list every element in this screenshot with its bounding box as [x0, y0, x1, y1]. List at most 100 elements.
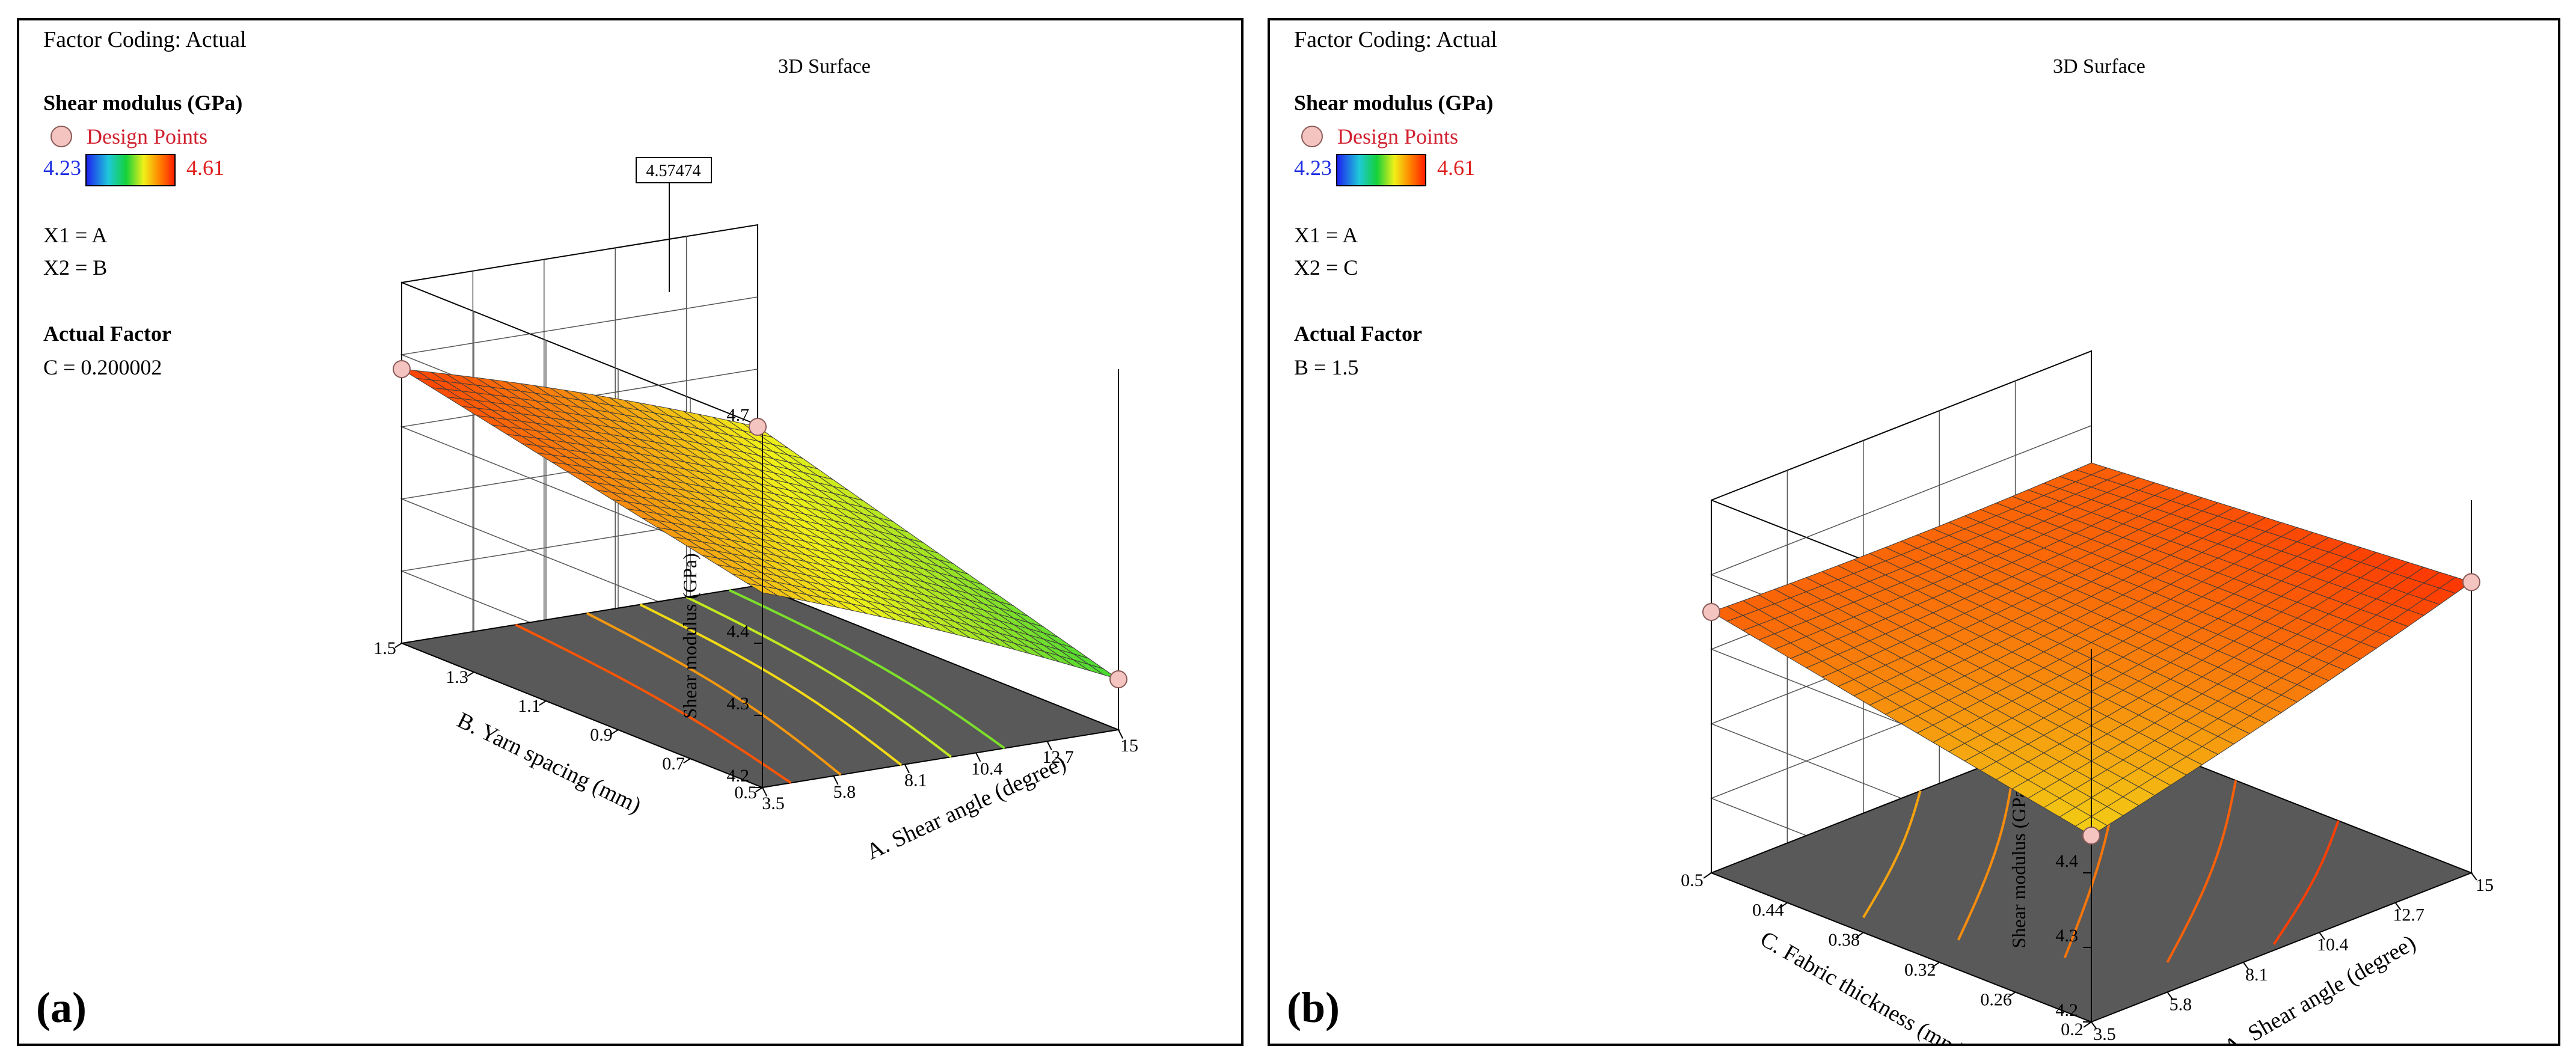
design-point-legend-icon	[1301, 126, 1323, 147]
y-tick	[2007, 991, 2016, 998]
design-point	[749, 418, 767, 436]
plot-area: 3.5 5.8 8.1 10.4 12.7 15 0.5 0.7 0.9 1.1 1.3 1.5 4.2…	[373, 157, 1138, 864]
contour-line	[728, 589, 1005, 750]
design-points-legend: Design Points	[1337, 124, 1459, 148]
x-tick	[2091, 1021, 2097, 1030]
x-tick	[833, 775, 839, 785]
panel-label-b: (b)	[1287, 983, 1340, 1032]
panel-label-a: (a)	[36, 983, 87, 1032]
contour-line	[639, 603, 903, 766]
x-tick-label: 3.5	[2093, 1024, 2116, 1044]
x-tick	[2242, 962, 2249, 970]
color-scale-min: 4.23	[1294, 156, 1332, 180]
x1-assignment: X1 = A	[43, 223, 108, 247]
actual-factor-title: Actual Factor	[43, 322, 171, 346]
actual-factor-value: C = 0.200002	[43, 355, 162, 379]
color-scale-bar	[85, 154, 176, 186]
chart-title: 3D Surface	[778, 55, 871, 78]
x-tick-label: 5.8	[2170, 994, 2192, 1014]
z-tick-label: 4.2	[727, 766, 750, 786]
x-tick	[2167, 991, 2174, 1000]
color-scale-max: 4.61	[1437, 156, 1475, 180]
contour-line	[2272, 820, 2340, 946]
response-title: Shear modulus (GPa)	[43, 91, 243, 115]
design-point-legend-icon	[51, 126, 72, 147]
factor-coding-label: Factor Coding: Actual	[43, 27, 247, 52]
y-tick-label: 1.5	[373, 638, 396, 658]
x-tick-label: 15	[1120, 736, 1138, 756]
x-tick	[904, 764, 910, 774]
y-tick	[683, 758, 691, 764]
x-tick-label: 3.5	[762, 793, 785, 813]
x-tick	[2319, 932, 2325, 940]
y-tick-label: 0.7	[662, 754, 685, 774]
x-tick	[1118, 729, 1124, 739]
z-tick-label: 4.2	[2056, 1000, 2079, 1020]
design-point	[1109, 670, 1127, 688]
y-tick-label: 0.5	[1681, 870, 1704, 890]
x-tick-label: 10.4	[2317, 935, 2349, 955]
x-tick	[762, 787, 768, 797]
annotation-text: 4.57474	[646, 162, 701, 180]
y-tick	[1855, 932, 1864, 938]
contour-line	[586, 612, 842, 776]
y-tick	[394, 643, 402, 649]
design-point	[2462, 573, 2480, 592]
y-tick-label: 0.38	[1829, 930, 1860, 950]
design-point	[1702, 603, 1720, 621]
x-tick-label: 8.1	[904, 771, 927, 790]
contour-line	[685, 596, 952, 758]
x-axis-title: A. Shear angle (degree)	[863, 750, 1070, 865]
y-tick	[2083, 1021, 2092, 1028]
contour-line	[1862, 790, 1922, 919]
y-tick-label: 0.5	[734, 783, 757, 803]
y-tick-label: 0.2	[2061, 1020, 2084, 1039]
surface-plot-a: 3.5 5.8 8.1 10.4 12.7 15 0.5 0.7 0.9 1.1 1.3 1.5 4.2…	[373, 157, 1138, 864]
chart-title: 3D Surface	[2053, 55, 2145, 78]
y-tick	[539, 700, 547, 706]
y-tick	[1779, 902, 1788, 909]
y-tick	[1703, 872, 1712, 879]
y-tick-label: 0.9	[590, 725, 613, 745]
x-tick	[2471, 872, 2477, 881]
x1-assignment: X1 = A	[1294, 223, 1358, 247]
x-tick-label: 12.7	[1042, 747, 1074, 767]
x-tick-label: 5.8	[833, 782, 856, 802]
contour-line	[515, 623, 792, 784]
z-tick-label: 4.3	[727, 694, 750, 714]
x-tick-label: 8.1	[2245, 965, 2268, 985]
y-tick	[1931, 961, 1940, 968]
annotation-box	[636, 157, 712, 183]
x-tick-label: 15	[2476, 875, 2494, 895]
y-tick-label: 0.26	[1980, 989, 2012, 1009]
z-tick-label: 4.4	[2056, 851, 2079, 871]
color-scale-bar	[1336, 154, 1426, 186]
x-tick-label: 12.7	[2393, 905, 2424, 925]
actual-factor-value: B = 1.5	[1294, 355, 1359, 379]
factor-coding-label: Factor Coding: Actual	[1294, 27, 1497, 52]
x-tick	[975, 752, 981, 762]
y-tick-label: 0.32	[1904, 960, 1936, 980]
y-tick	[611, 729, 619, 735]
y-tick-label: 1.3	[446, 667, 468, 687]
panel-a: 3.5 5.8 8.1 10.4 12.7 15 0.5 0.7 0.9 1.1 1.3 1.5 4.2…	[17, 18, 1244, 1046]
z-axis-title: Shear modulus (GPa)	[679, 553, 701, 719]
y-tick-label: 0.44	[1752, 900, 1784, 920]
design-points-legend: Design Points	[87, 124, 208, 148]
color-scale-min: 4.23	[43, 156, 81, 180]
x-tick	[1046, 741, 1052, 751]
response-title: Shear modulus (GPa)	[1294, 91, 1494, 115]
y-tick	[755, 787, 763, 793]
design-point	[393, 360, 411, 378]
x2-assignment: X2 = B	[43, 255, 108, 280]
contour-line	[2166, 780, 2237, 963]
actual-factor-title: Actual Factor	[1294, 322, 1422, 346]
y-tick	[467, 671, 474, 677]
design-point	[2082, 827, 2100, 845]
surface-plot-b: 3.5 5.8 8.1 10.4 12.7 15 0.2 0.26 0.32 0.38 0.44 0.…	[1681, 350, 2494, 1044]
x-tick	[2394, 902, 2402, 911]
y-tick-label: 1.1	[518, 696, 541, 716]
plot-area: 3.5 5.8 8.1 10.4 12.7 15 0.2 0.26 0.32 0.38 0.44 0.…	[1681, 350, 2494, 1044]
panel-b: 3.5 5.8 8.1 10.4 12.7 15 0.2 0.26 0.32 0.38 0.44 0.…	[1268, 18, 2560, 1046]
x2-assignment: X2 = C	[1294, 255, 1358, 280]
